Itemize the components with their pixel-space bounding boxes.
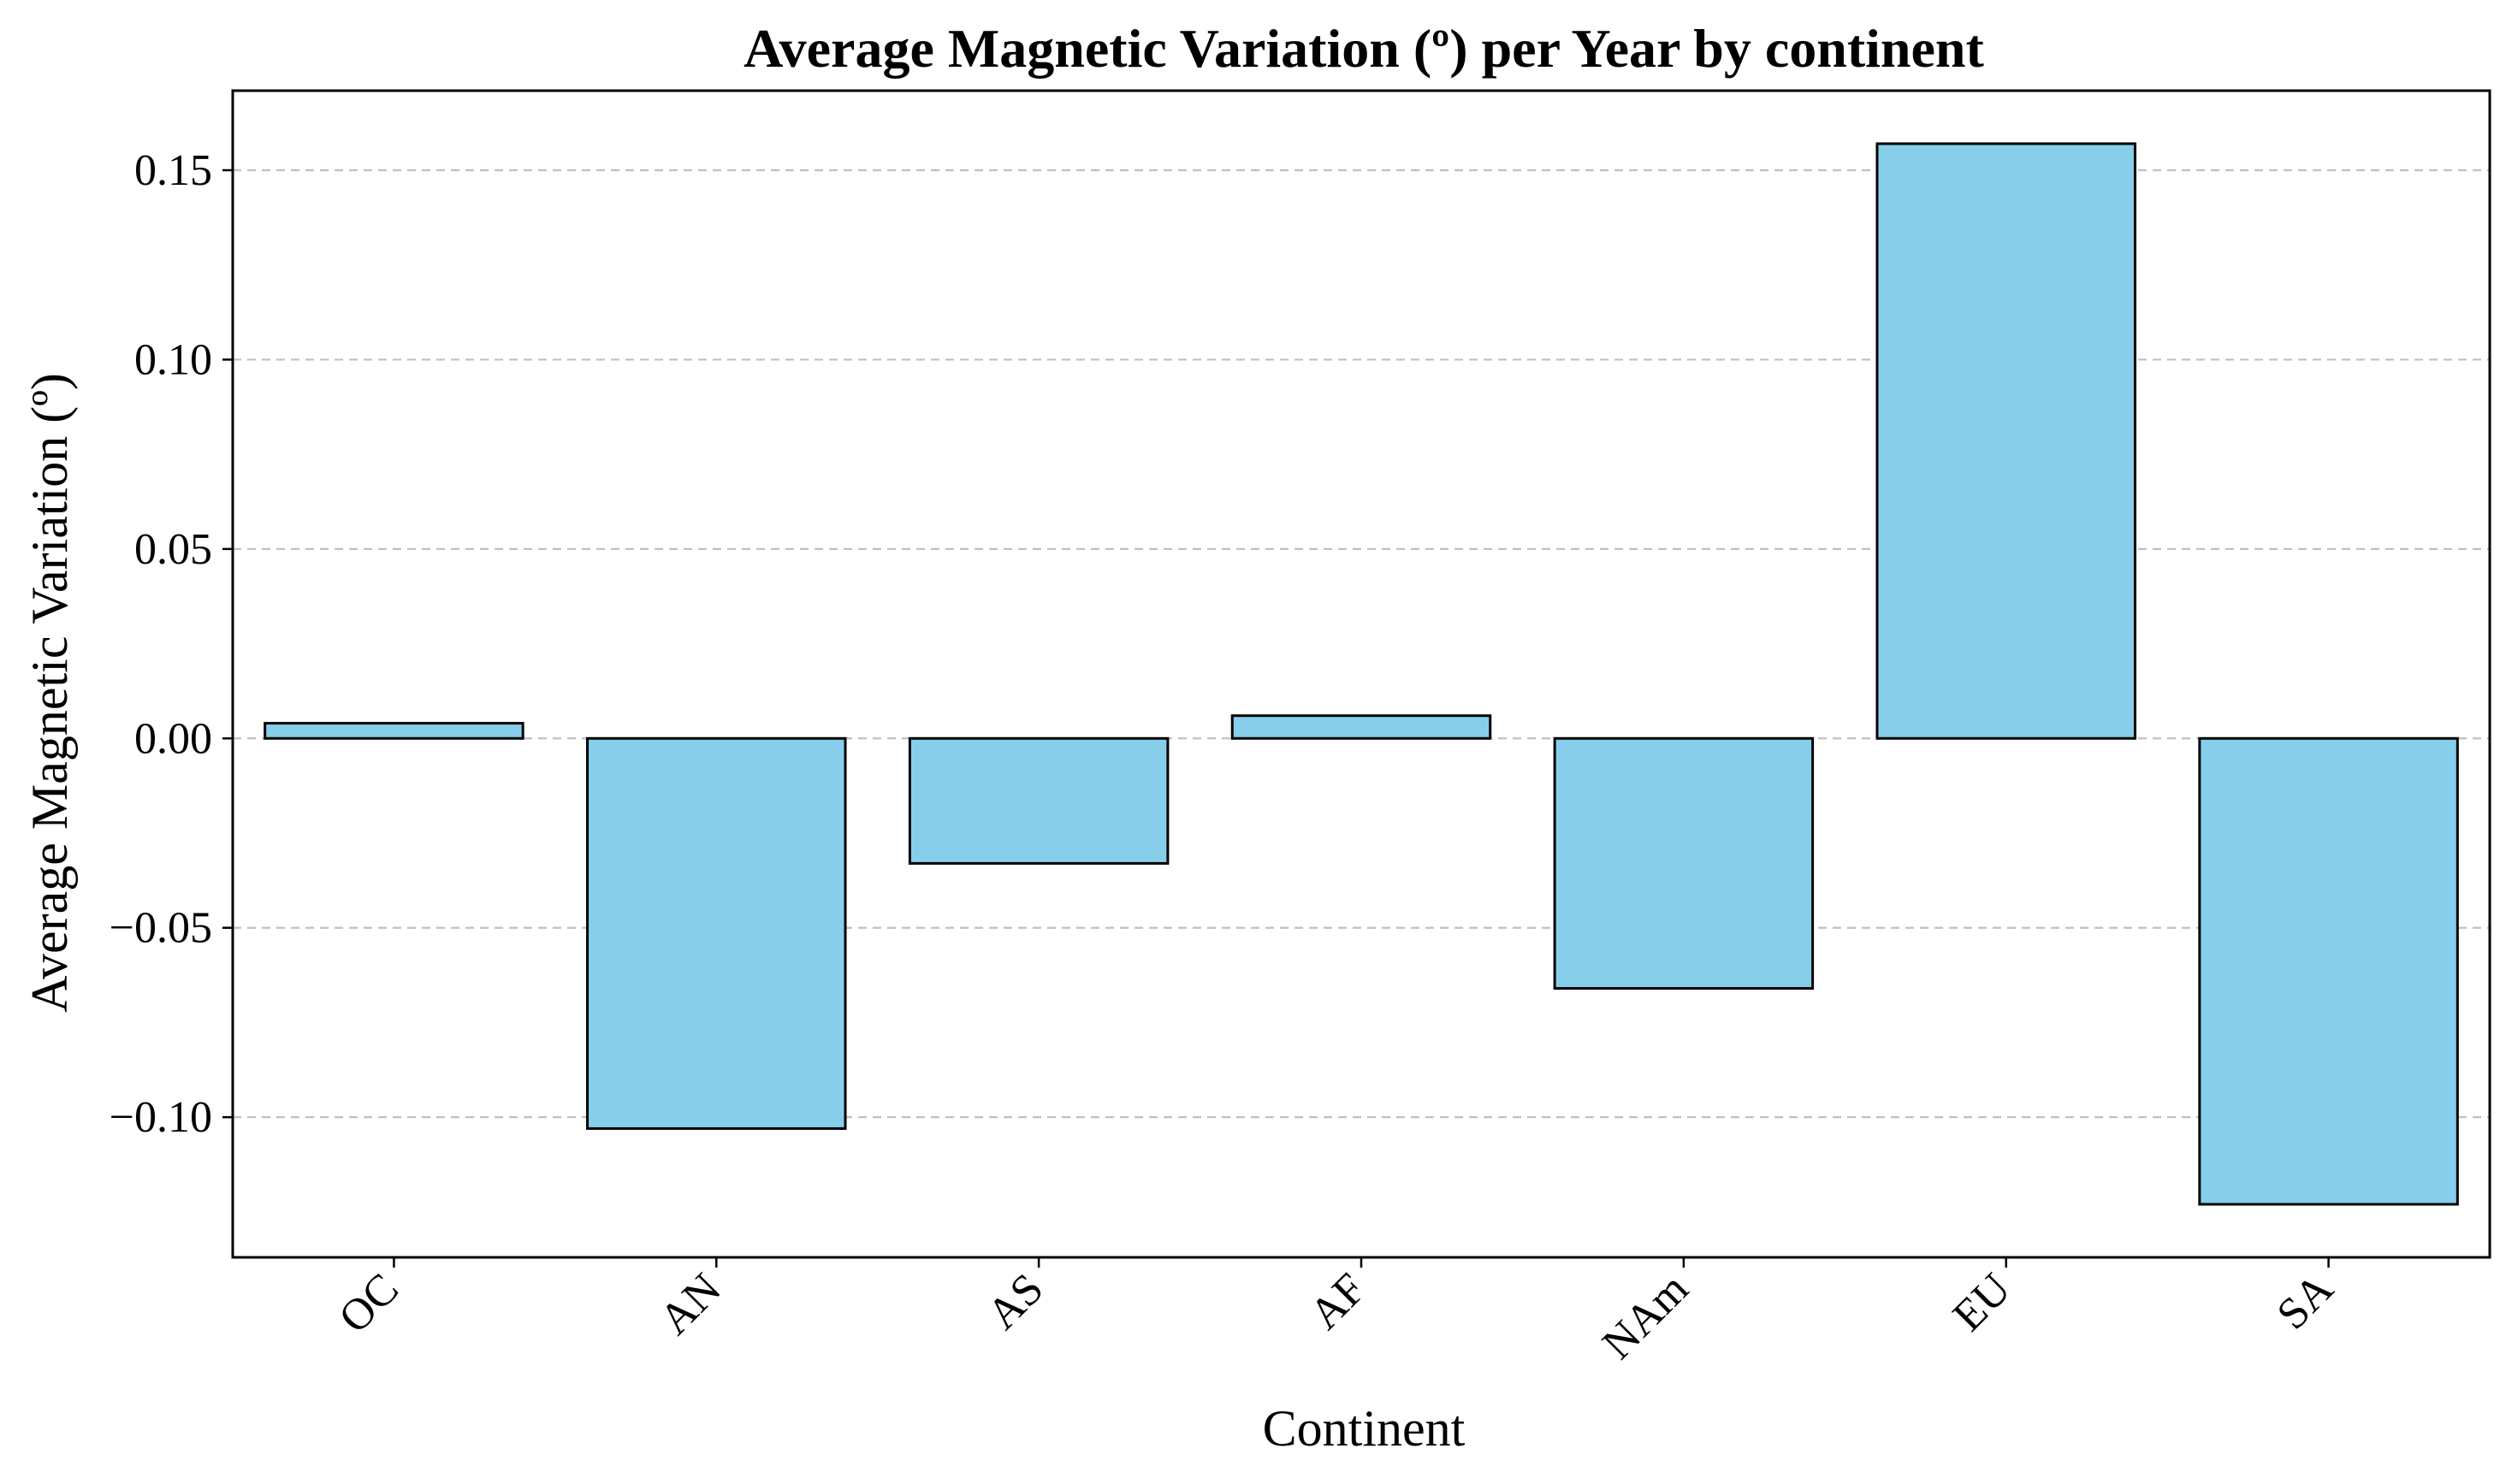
bar-eu (1875, 142, 2136, 740)
chart-title: Average Magnetic Variation (º) per Year … (744, 18, 1984, 79)
y-tick-label: 0.15 (134, 146, 212, 195)
plot-frame (231, 89, 2491, 1259)
x-tick-label: EU (1944, 1264, 2020, 1340)
y-tick-label: 0.05 (134, 525, 212, 574)
x-tick-label: AS (978, 1264, 1052, 1339)
x-ticks: OC AN AS AF NAm EU SA (330, 1257, 2343, 1369)
bar-as (908, 736, 1170, 865)
x-tick-label: OC (330, 1264, 408, 1342)
x-axis-label: Continent (1263, 1400, 1466, 1457)
y-tick-label: 0.00 (134, 714, 212, 763)
y-ticks: −0.10 −0.05 0.00 0.05 0.10 0.15 (110, 146, 233, 1142)
y-tick-label: 0.10 (134, 335, 212, 384)
bars (264, 142, 2459, 1206)
y-tick-label: −0.05 (110, 904, 212, 953)
bar-nam (1553, 736, 1815, 990)
bar-af (1230, 714, 1492, 740)
bar-an (586, 736, 847, 1130)
gridlines (233, 169, 2490, 1119)
bar-oc (264, 722, 524, 740)
y-axis-label: Average Magnetic Variation (º) (21, 373, 78, 1013)
x-tick-label: NAm (1593, 1264, 1697, 1369)
x-tick-label: AF (1300, 1264, 1375, 1339)
x-tick-label: AN (650, 1264, 730, 1344)
y-tick-label: −0.10 (110, 1093, 212, 1142)
bar-sa (2198, 736, 2459, 1206)
x-tick-label: SA (2268, 1264, 2343, 1339)
